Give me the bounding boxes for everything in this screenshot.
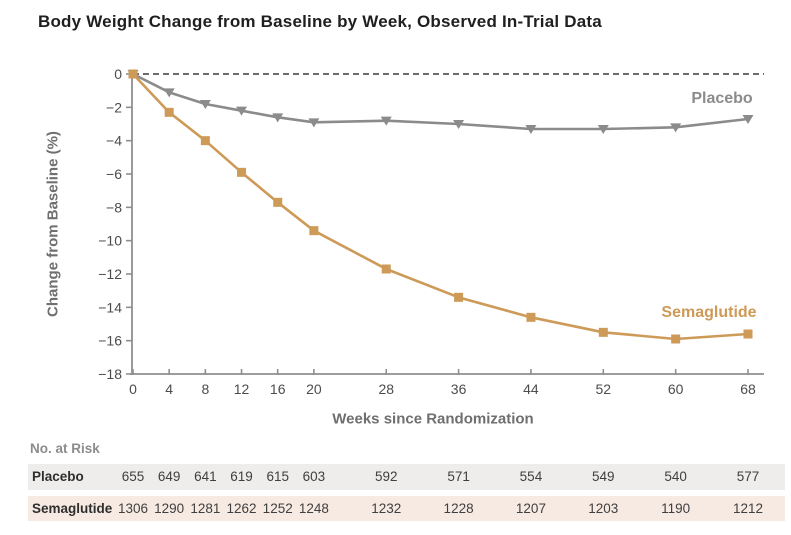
- risk-value: 1232: [371, 501, 402, 516]
- y-axis-label: Change from Baseline (%): [44, 131, 62, 317]
- x-tick-label: 16: [270, 381, 286, 397]
- series-marker-placebo: [163, 88, 175, 98]
- series-marker-placebo: [453, 120, 465, 129]
- series-marker-semaglutide: [526, 312, 536, 322]
- series-marker-semaglutide: [743, 329, 753, 339]
- risk-value: 1262: [226, 501, 257, 516]
- risk-value: 592: [374, 469, 398, 484]
- series-marker-semaglutide: [454, 292, 464, 302]
- y-tick-label: −16: [98, 333, 122, 349]
- risk-row-semaglutide: Semaglutide 1306 1290 1281 1262 1252 1248 1232…: [28, 496, 785, 521]
- series-marker-semaglutide: [671, 334, 681, 344]
- risk-value: 1252: [262, 501, 293, 516]
- x-tick-label: 68: [740, 381, 756, 397]
- risk-value: 603: [302, 469, 326, 484]
- series-marker-semaglutide: [381, 264, 391, 274]
- risk-value: 649: [157, 469, 181, 484]
- x-tick-label: 44: [523, 381, 539, 397]
- risk-value: 1290: [154, 501, 185, 516]
- series-marker-placebo: [308, 118, 320, 128]
- series-marker-semaglutide: [273, 197, 283, 207]
- risk-value: 554: [519, 469, 543, 484]
- series-marker-semaglutide: [200, 136, 210, 146]
- risk-value: 540: [664, 469, 687, 484]
- page-title: Body Weight Change from Baseline by Week…: [38, 12, 602, 31]
- risk-value: 615: [266, 469, 289, 484]
- y-tick-label: −6: [106, 166, 122, 182]
- y-tick-label: −10: [98, 233, 122, 249]
- series-label-semaglutide: Semaglutide: [661, 304, 757, 321]
- risk-value: 1228: [443, 501, 474, 516]
- series-marker-semaglutide: [237, 167, 247, 177]
- series-marker-placebo: [597, 125, 609, 134]
- x-tick-label: 12: [234, 381, 250, 397]
- series-marker-placebo: [742, 115, 754, 124]
- series-marker-placebo: [236, 106, 248, 116]
- series-marker-semaglutide: [128, 69, 138, 79]
- x-tick-label: 28: [378, 381, 394, 397]
- risk-value: 577: [736, 469, 760, 484]
- risk-value: 1207: [515, 501, 546, 516]
- risk-value: 1203: [588, 501, 619, 516]
- x-tick-label: 8: [201, 381, 209, 397]
- x-tick-label: 60: [668, 381, 684, 397]
- series-line-semaglutide: [131, 72, 750, 341]
- risk-value: 655: [121, 469, 145, 484]
- x-tick-label: 20: [306, 381, 322, 397]
- x-tick-label: 4: [165, 381, 173, 397]
- y-tick-label: −4: [106, 133, 122, 149]
- x-axis-label: Weeks since Randomization: [332, 410, 534, 428]
- risk-row-placebo: Placebo 655 649 641 619 615 603 592 571 554 549 54…: [28, 464, 785, 490]
- x-tick-label: 52: [596, 381, 612, 397]
- series-marker-semaglutide: [598, 327, 608, 337]
- y-tick-label: −12: [98, 266, 122, 282]
- series-marker-semaglutide: [309, 226, 319, 236]
- risk-row-label: Semaglutide: [32, 501, 113, 516]
- risk-value: 1281: [190, 501, 221, 516]
- risk-value: 571: [447, 469, 470, 484]
- risk-value: 1212: [732, 501, 764, 516]
- x-tick-label: 0: [129, 381, 137, 397]
- series-marker-placebo: [670, 123, 682, 133]
- series-marker-placebo: [380, 116, 392, 126]
- risk-value: 1306: [117, 501, 149, 516]
- risk-value: 549: [592, 469, 615, 484]
- series-line-placebo: [131, 72, 750, 131]
- risk-table-header: No. at Risk: [30, 441, 100, 456]
- series-label-placebo: Placebo: [691, 90, 753, 107]
- series-marker-placebo: [199, 100, 211, 109]
- y-tick-label: −2: [106, 99, 122, 115]
- risk-value: 619: [230, 469, 253, 484]
- y-tick-label: −14: [98, 299, 122, 315]
- y-tick-label: 0: [114, 66, 122, 82]
- series-marker-placebo: [525, 125, 537, 134]
- series-marker-placebo: [272, 113, 284, 123]
- risk-value: 1190: [661, 501, 691, 516]
- x-tick-label: 36: [451, 381, 467, 397]
- risk-row-label: Placebo: [32, 469, 84, 484]
- y-tick-label: −18: [98, 366, 122, 382]
- risk-value: 641: [194, 469, 217, 484]
- risk-value: 1248: [298, 501, 329, 516]
- y-tick-label: −8: [106, 199, 122, 215]
- series-marker-semaglutide: [164, 107, 174, 117]
